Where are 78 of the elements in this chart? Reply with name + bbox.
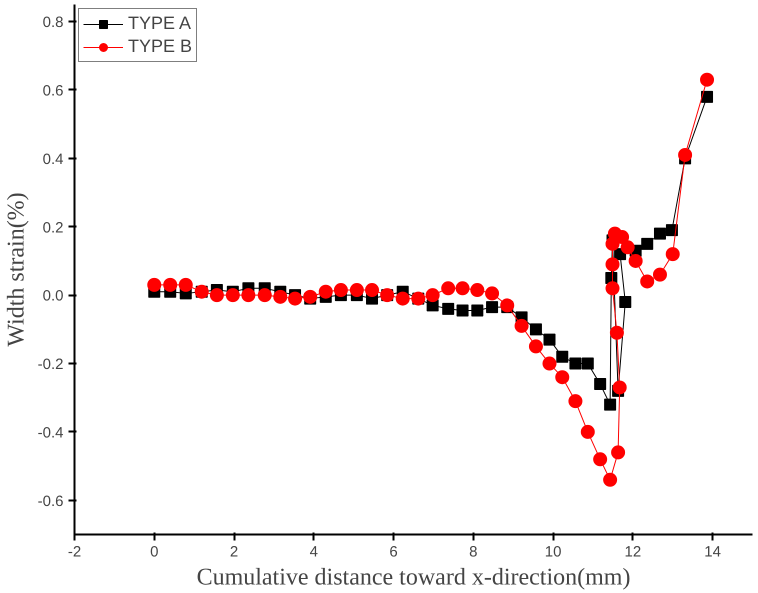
point — [273, 290, 288, 304]
point — [485, 286, 500, 300]
point — [500, 298, 514, 312]
point — [612, 380, 627, 394]
point — [606, 281, 620, 296]
point — [456, 304, 469, 317]
point — [580, 424, 595, 439]
point — [641, 238, 654, 250]
point — [544, 334, 556, 346]
y-tick-label: -0.2 — [38, 356, 64, 374]
point — [471, 304, 484, 317]
point — [542, 356, 556, 371]
point — [258, 288, 272, 302]
point — [486, 301, 498, 314]
point — [210, 288, 224, 302]
point — [628, 254, 643, 268]
point — [620, 240, 635, 254]
point — [514, 318, 529, 333]
point — [606, 257, 620, 272]
point — [334, 283, 348, 298]
point — [603, 472, 618, 487]
x-tick-label: 6 — [389, 544, 398, 560]
y-tick-label: 0.8 — [42, 14, 64, 32]
x-tick-label: 2 — [230, 544, 238, 560]
point — [568, 394, 582, 408]
point — [426, 288, 440, 302]
point — [594, 378, 606, 390]
y-axis-title: Width strain(%) — [4, 192, 30, 347]
point — [396, 292, 410, 306]
point — [604, 398, 616, 411]
point — [640, 274, 654, 288]
point — [700, 72, 714, 87]
point — [569, 358, 582, 370]
point — [441, 281, 456, 296]
y-tick-label: 0.2 — [42, 219, 64, 236]
y-tick-label: -0.4 — [38, 424, 64, 442]
x-tick-label: 12 — [624, 544, 642, 560]
point — [226, 288, 240, 302]
point — [365, 283, 380, 298]
point — [456, 281, 470, 296]
point — [582, 358, 594, 370]
point — [470, 283, 484, 298]
x-tick-label: -2 — [68, 544, 82, 560]
x-tick-label: 10 — [544, 544, 562, 560]
point — [288, 292, 302, 306]
point — [666, 224, 678, 236]
y-tick-label: 0.6 — [42, 82, 64, 100]
x-tick-label: 4 — [310, 544, 318, 560]
legend-label: TYPE A — [128, 13, 192, 34]
point — [442, 302, 454, 315]
x-axis-title: Cumulative distance toward x-direction(mm) — [196, 564, 630, 590]
point — [654, 228, 666, 240]
point — [701, 90, 714, 103]
point — [652, 268, 667, 282]
point — [241, 288, 256, 302]
x-tick-label: 14 — [704, 544, 721, 560]
point — [147, 278, 162, 292]
point — [619, 296, 632, 308]
point — [666, 247, 680, 262]
point — [593, 452, 608, 466]
y-tick-label: -0.6 — [38, 492, 64, 510]
point — [303, 290, 318, 304]
point — [555, 370, 570, 384]
point — [350, 283, 364, 298]
point — [611, 445, 626, 460]
point — [178, 278, 193, 292]
point — [610, 326, 624, 340]
x-tick-label: 0 — [150, 544, 158, 560]
point — [528, 339, 543, 354]
point — [163, 278, 178, 292]
point — [678, 148, 692, 162]
point — [556, 350, 568, 363]
point — [530, 323, 542, 336]
point — [318, 284, 333, 299]
y-tick-label: 0.4 — [42, 150, 64, 168]
legend-label: TYPE B — [128, 36, 192, 57]
x-tick-label: 8 — [469, 544, 478, 560]
y-tick-label: 0.0 — [42, 288, 64, 305]
